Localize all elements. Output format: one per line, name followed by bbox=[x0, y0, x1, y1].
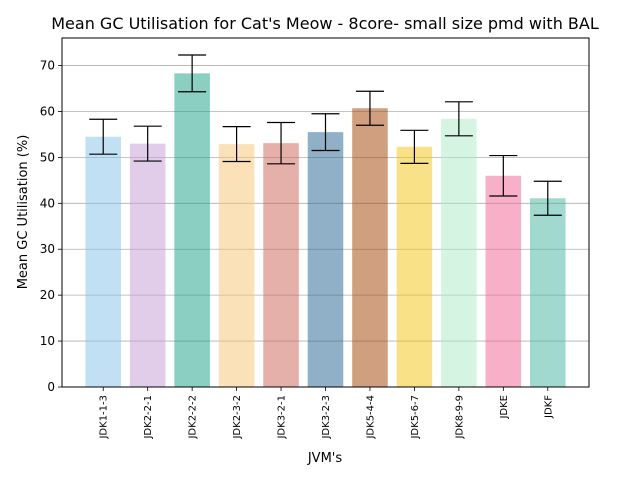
bar bbox=[485, 175, 522, 387]
x-tick-label: JDK2-2-1 bbox=[143, 395, 154, 440]
y-tick-label: 10 bbox=[40, 334, 55, 348]
y-tick-label: 50 bbox=[40, 150, 55, 164]
chart-title: Mean GC Utilisation for Cat's Meow - 8co… bbox=[51, 14, 599, 33]
y-tick-label: 30 bbox=[40, 242, 55, 256]
x-tick-label: JDKE bbox=[499, 395, 510, 420]
bars bbox=[85, 73, 566, 388]
x-axis-ticks: JDK1-1-3 JDK2-2-1 JDK2-2-2 JDK2-3-2 JDK3-2-1… bbox=[99, 387, 554, 440]
bar bbox=[307, 132, 344, 387]
y-tick-label: 40 bbox=[40, 196, 55, 210]
y-tick-label: 60 bbox=[40, 104, 55, 118]
x-axis-label: JVM's bbox=[307, 451, 343, 466]
x-tick-label: JDK8-9-9 bbox=[454, 395, 465, 440]
x-tick-label: JDK2-3-2 bbox=[232, 395, 243, 440]
bar bbox=[129, 143, 166, 387]
x-tick-label: JDK3-2-3 bbox=[321, 395, 332, 440]
y-tick-label: 0 bbox=[47, 380, 55, 394]
bar bbox=[529, 198, 566, 387]
bar bbox=[352, 108, 388, 387]
y-axis-ticks: 0 10 20 30 40 50 60 70 bbox=[40, 59, 62, 394]
y-tick-label: 20 bbox=[40, 288, 55, 302]
error-bars bbox=[89, 54, 562, 216]
x-tick-label: JDK5-6-7 bbox=[410, 395, 421, 440]
y-axis-label: Mean GC Utilisation (%) bbox=[16, 135, 31, 290]
bar bbox=[174, 73, 210, 388]
x-tick-label: JDK2-2-2 bbox=[188, 395, 199, 440]
x-tick-label: JDK5-4-4 bbox=[365, 395, 376, 440]
x-tick-label: JDK1-1-3 bbox=[99, 395, 110, 440]
bar bbox=[85, 136, 122, 387]
x-tick-label: JDKF bbox=[543, 395, 554, 419]
y-tick-label: 70 bbox=[40, 59, 55, 73]
bar bbox=[263, 143, 299, 387]
bar bbox=[218, 144, 255, 387]
bar bbox=[396, 146, 433, 387]
bar bbox=[441, 118, 477, 388]
x-tick-label: JDK3-2-1 bbox=[277, 395, 288, 440]
